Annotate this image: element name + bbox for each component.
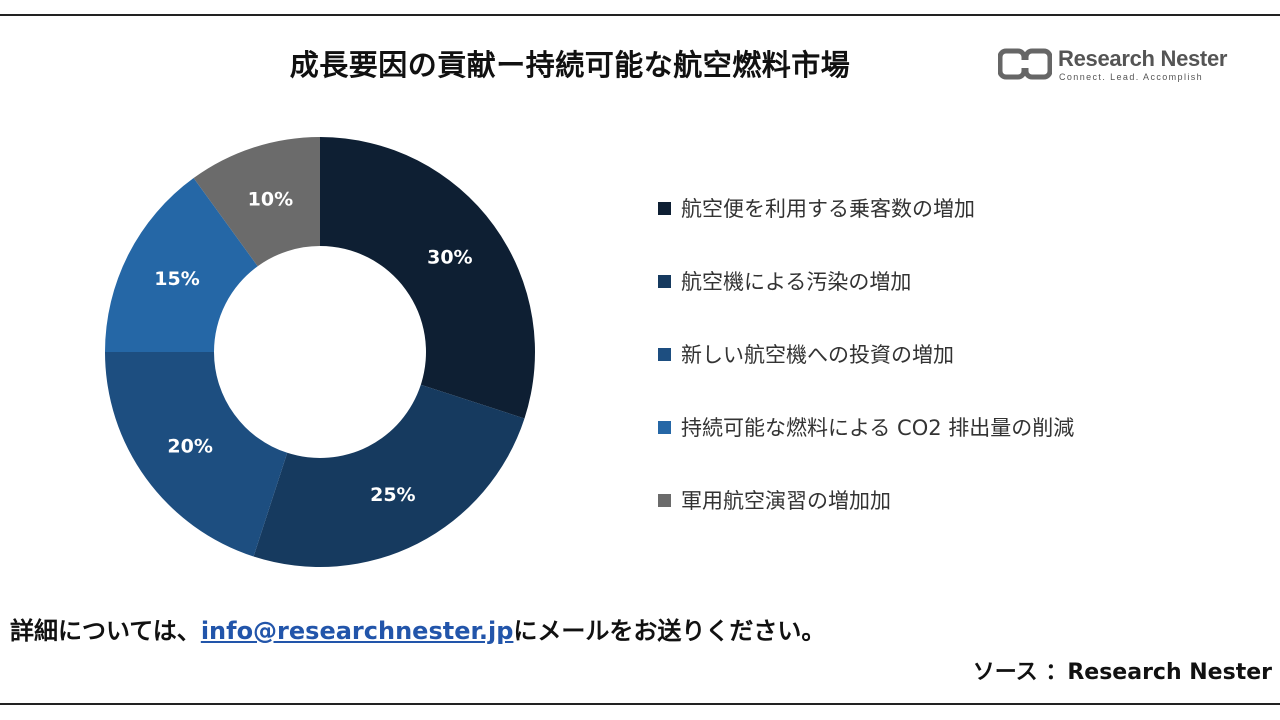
legend-item-1: 航空便を利用する乗客数の増加: [658, 190, 1218, 226]
legend-label-1: 航空便を利用する乗客数の増加: [681, 197, 975, 221]
legend-item-3: 新しい航空機への投資の増加: [658, 336, 1218, 372]
legend-item-4: 持続可能な燃料による CO2 排出量の削減: [658, 409, 1218, 445]
donut-chart: 30% 25% 20% 15% 10%: [105, 137, 535, 567]
source-credit: ソース ：Research Nester: [972, 660, 1272, 685]
logo-mark-icon: [998, 48, 1052, 80]
slice-label-4: 15%: [154, 268, 199, 290]
contact-prefix: 詳細については、: [10, 617, 201, 645]
donut-slice-3: [105, 352, 288, 557]
bottom-divider: [0, 703, 1280, 705]
legend-label-5: 軍用航空演習の増加加: [681, 489, 891, 513]
donut-slice-2: [253, 384, 525, 567]
legend-label-2: 航空機による汚染の増加: [681, 270, 912, 294]
legend-swatch-1: [658, 201, 671, 215]
slice-label-2: 25%: [370, 484, 415, 506]
slice-label-3: 20%: [167, 435, 212, 457]
research-nester-logo: Research Nester Connect. Lead. Accomplis…: [998, 46, 1230, 86]
donut-slice-4: [105, 178, 258, 352]
chart-legend: 航空便を利用する乗客数の増加 航空機による汚染の増加新しい航空機への投資の増加持続…: [658, 190, 1218, 555]
page-title: 成長要因の貢献ー持続可能な航空燃料市場: [289, 48, 851, 82]
slice-label-1: 30%: [427, 247, 472, 269]
logo-tagline: Connect. Lead. Accomplish: [1059, 72, 1204, 82]
slice-label-5: 10%: [248, 188, 293, 210]
contact-suffix: にメールをお送りください。: [513, 617, 826, 645]
legend-swatch-3: [658, 347, 671, 361]
legend-label-3: 新しい航空機への投資の増加: [681, 343, 954, 367]
donut-slice-1: [320, 137, 535, 419]
legend-swatch-2: [658, 274, 671, 288]
legend-swatch-4: [658, 420, 671, 434]
logo-name: Research Nester: [1058, 46, 1228, 71]
contact-note: 詳細については、info@researchnester.jpにメールをお送りくだ…: [10, 611, 825, 646]
top-divider: [0, 14, 1280, 16]
legend-swatch-5: [658, 493, 671, 507]
legend-label-4: 持続可能な燃料による CO2 排出量の削減: [681, 416, 1075, 440]
legend-item-5: 軍用航空演習の増加加: [658, 482, 1218, 518]
donut-slice-5: [193, 137, 320, 267]
contact-email-link[interactable]: info@researchnester.jp: [200, 617, 514, 645]
legend-item-2: 航空機による汚染の増加: [658, 263, 1218, 299]
